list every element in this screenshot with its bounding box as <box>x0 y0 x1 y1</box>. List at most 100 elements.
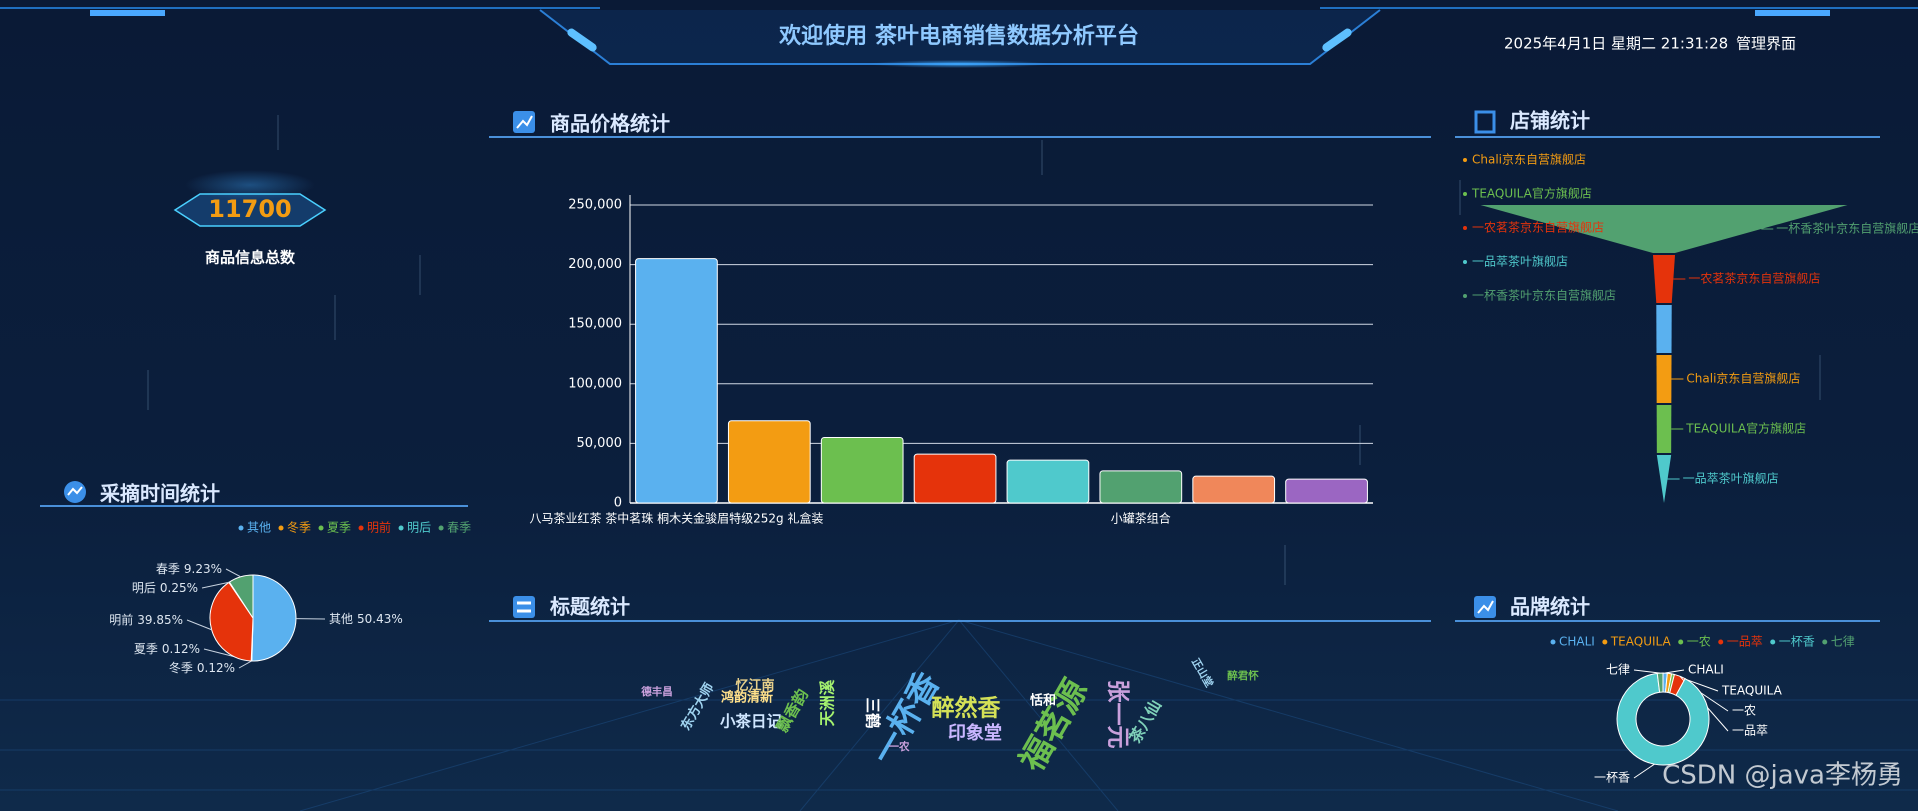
funnel-segment <box>1652 255 1676 303</box>
rain <box>147 115 1821 585</box>
leader-line <box>225 568 241 578</box>
cloud-word: 一农 <box>889 740 910 753</box>
legend-label: 夏季 <box>327 521 351 535</box>
slice-label: 明后 0.25% <box>132 581 198 595</box>
legend-label: TEAQUILA官方旗舰店 <box>1471 186 1592 201</box>
pie-slice <box>228 574 254 620</box>
legend-label: TEAQUILA <box>1610 635 1672 649</box>
cloud-word: 忆江南 <box>735 678 774 694</box>
legend-dot <box>1822 639 1828 645</box>
legend-dot <box>1463 158 1467 162</box>
legend-dot <box>1463 226 1467 230</box>
cloud-word: 天洲溪 <box>818 679 837 726</box>
legend-label: 一农 <box>1687 635 1711 649</box>
bar <box>635 258 718 504</box>
section-headers <box>40 110 1880 622</box>
legend-label: 明前 <box>367 520 391 535</box>
legend-label: 冬季 <box>287 520 311 535</box>
slice-name: 明后 <box>132 581 156 595</box>
funnel-segment <box>1480 205 1848 253</box>
bar <box>1006 459 1090 504</box>
y-tick-label: 250,000 <box>568 198 622 213</box>
legend-label: 一杯香 <box>1779 635 1815 649</box>
section-title: 采摘时间统计 <box>100 482 220 506</box>
page-title: 欢迎使用 茶叶电商销售数据分析平台 <box>778 23 1139 49</box>
leader-line <box>186 619 212 631</box>
slice-label: 其他 50.43% <box>329 612 403 626</box>
slice-name: 夏季 <box>134 642 158 656</box>
slice-value: 0.25% <box>160 581 198 595</box>
bar <box>1285 478 1368 504</box>
legend-label: 其他 <box>247 521 271 535</box>
leader-line <box>1633 669 1661 674</box>
slice-value: 50.43% <box>357 612 403 626</box>
slice-label: 夏季 0.12% <box>134 642 200 656</box>
watermark: CSDN @java李杨勇 <box>1662 761 1903 791</box>
legend-dot <box>438 525 444 531</box>
funnel-label: 一杯香茶叶京东自营旗舰店 <box>1776 221 1918 236</box>
legend-dot <box>238 525 244 531</box>
slice-label: CHALI <box>1688 663 1724 677</box>
datetime: 2025年4月1日 星期二 21:31:28 <box>1504 35 1728 53</box>
leader-line <box>1633 763 1655 779</box>
cloud-word: 张一元 <box>1105 680 1131 749</box>
slice-label: 七律 <box>1606 663 1630 677</box>
section-title: 品牌统计 <box>1510 595 1590 619</box>
x-tick-label: 八马茶业红茶 茶中茗珠 桐木关金骏眉特级252g 礼盒装 <box>529 511 823 526</box>
bar <box>1192 475 1276 504</box>
kpi-badge <box>173 170 327 227</box>
funnel-label: 一农茗茶京东自营旗舰店 <box>1688 271 1820 286</box>
legend-dot <box>318 525 324 531</box>
y-tick-label: 150,000 <box>568 317 622 332</box>
header-frame <box>0 7 1918 68</box>
kpi-value: 11700 <box>208 195 292 223</box>
legend-label: 一杯香茶叶京东自营旗舰店 <box>1472 288 1616 303</box>
section-title: 标题统计 <box>550 595 630 619</box>
funnel-label: Chali京东自营旗舰店 <box>1686 371 1800 386</box>
slice-value: 39.85% <box>137 613 183 627</box>
legend-dot <box>1770 639 1776 645</box>
legend-label: 明后 <box>407 521 431 535</box>
y-tick-label: 50,000 <box>577 436 623 451</box>
legend-dot <box>1463 192 1467 196</box>
legend-label: 一品萃 <box>1727 635 1763 649</box>
legend-label: 春季 <box>447 521 471 535</box>
slice-label: 一杯香 <box>1594 771 1630 785</box>
cloud-word: 醉君怀 <box>1227 669 1259 682</box>
legend-label: 一农茗茶京东自营旗舰店 <box>1472 220 1604 235</box>
cloud-word: 小茶日记 <box>720 712 783 731</box>
bar <box>1099 470 1183 504</box>
cloud-word: 醉然香 <box>932 695 1002 722</box>
legend-dot <box>398 525 404 531</box>
legend-dot <box>1678 639 1684 645</box>
slice-value: 9.23% <box>184 562 222 576</box>
legend-dot <box>1718 639 1724 645</box>
funnel-label: 一品萃茶叶旗舰店 <box>1683 471 1779 486</box>
slice-label: 冬季 0.12% <box>169 660 235 675</box>
bar <box>727 420 811 504</box>
funnel-label: TEAQUILA官方旗舰店 <box>1685 421 1806 436</box>
funnel-segment <box>1656 355 1672 403</box>
slice-value: 0.12% <box>162 642 200 656</box>
donut-slice <box>1616 672 1710 766</box>
admin-link[interactable]: 管理界面 <box>1736 35 1796 53</box>
funnel-segment <box>1656 405 1672 453</box>
cloud-word: 三鹤 <box>864 697 883 728</box>
slice-value: 0.12% <box>197 661 235 675</box>
legend-label: 七律 <box>1831 635 1855 649</box>
slice-label: 一品萃 <box>1732 724 1768 738</box>
legend-dot <box>1602 639 1608 645</box>
section-title: 店铺统计 <box>1510 109 1590 133</box>
slice-name: 春季 <box>156 562 180 576</box>
legend-dot <box>1463 260 1467 264</box>
slice-label: TEAQUILA <box>1721 684 1783 698</box>
bar <box>820 436 904 504</box>
bar <box>913 453 997 504</box>
slice-name: 冬季 <box>169 660 193 675</box>
legend-dot <box>278 525 284 531</box>
slice-label: 春季 9.23% <box>156 562 222 576</box>
funnel-segment <box>1656 455 1672 503</box>
legend-dot <box>1463 294 1467 298</box>
